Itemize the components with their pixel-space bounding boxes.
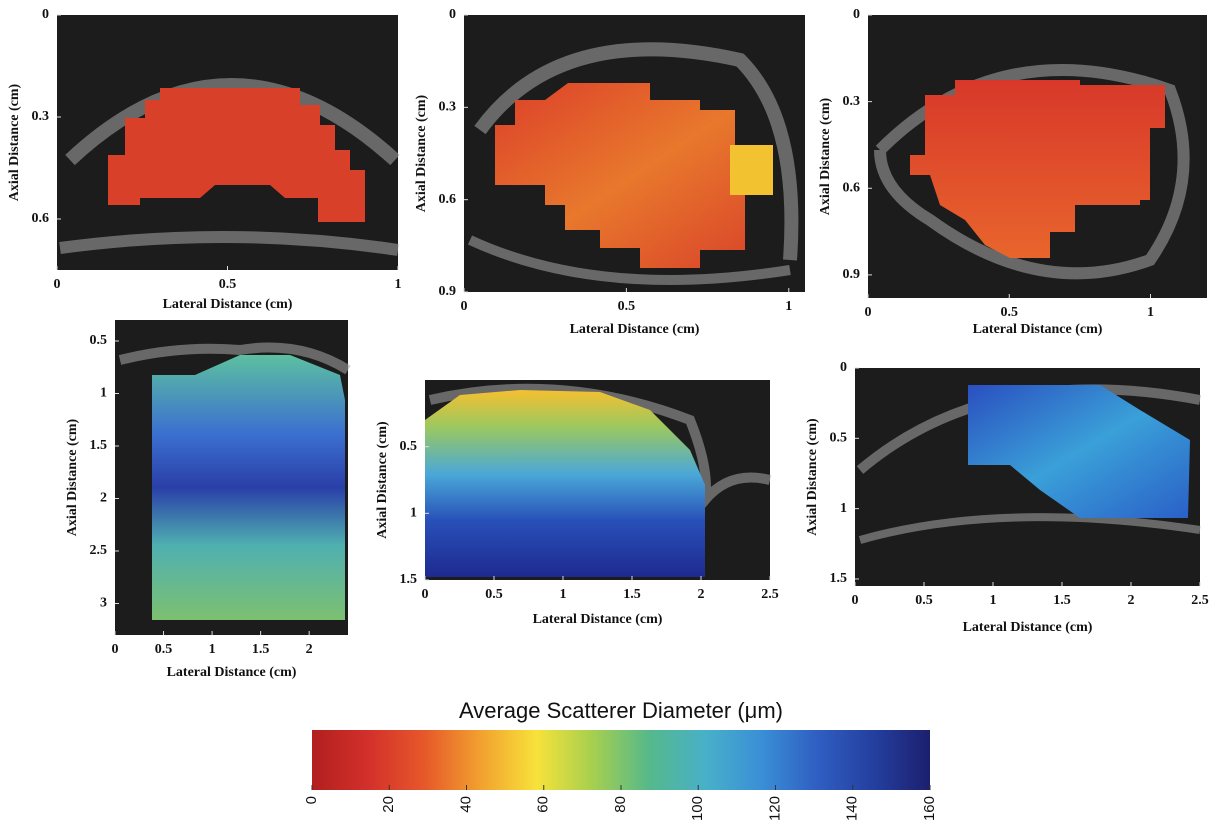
colorbar-tick-label: 20 bbox=[380, 796, 397, 813]
y-tick-label: 0.5 bbox=[90, 333, 108, 348]
colorbar-tick-label: 40 bbox=[457, 796, 474, 813]
x-tick-label: 1 bbox=[209, 642, 216, 657]
y-tick-label: 0.9 bbox=[843, 267, 861, 282]
y-tick-label: 0.5 bbox=[830, 431, 848, 446]
figure: 0 0.5 1 0 0.3 0.6 Lateral Distance (cm) Axial D… bbox=[0, 0, 1209, 827]
x-tick-label: 0 bbox=[865, 305, 872, 320]
x-tick-label: 0 bbox=[54, 277, 61, 292]
y-tick-label: 2.5 bbox=[90, 543, 108, 558]
y-tick-label: 0.6 bbox=[439, 192, 457, 207]
y-tick-label: 1.5 bbox=[830, 571, 848, 586]
colorbar-tick-label: 160 bbox=[921, 796, 938, 821]
x-tick-label: 1 bbox=[395, 277, 402, 292]
colorbar-tick-label: 0 bbox=[303, 796, 320, 804]
y-tick-label: 0 bbox=[853, 7, 860, 22]
y-tick-label: 0.3 bbox=[843, 94, 861, 109]
x-tick-label: 0.5 bbox=[219, 277, 237, 292]
x-axis-label: Lateral Distance (cm) bbox=[973, 322, 1103, 337]
y-tick-label: 0 bbox=[42, 7, 49, 22]
x-tick-label: 2.5 bbox=[761, 587, 779, 602]
x-tick-label: 0 bbox=[422, 587, 429, 602]
x-tick-label: 2 bbox=[1128, 593, 1135, 608]
y-tick-label: 1.5 bbox=[90, 438, 108, 453]
x-tick-label: 0.5 bbox=[485, 587, 503, 602]
y-axis-label: Axial Distance (cm) bbox=[375, 421, 390, 539]
x-tick-label: 1 bbox=[990, 593, 997, 608]
y-axis-label: Axial Distance (cm) bbox=[818, 97, 833, 215]
y-tick-label: 0.6 bbox=[32, 211, 50, 226]
x-tick-label: 1 bbox=[1147, 305, 1154, 320]
y-tick-label: 0.3 bbox=[439, 100, 457, 115]
y-tick-label: 0 bbox=[449, 7, 456, 22]
x-tick-label: 0 bbox=[852, 593, 859, 608]
y-tick-label: 1 bbox=[100, 386, 107, 401]
y-tick-label: 0.9 bbox=[439, 284, 457, 299]
colorbar-tick-label: 80 bbox=[612, 796, 629, 813]
x-tick-label: 1.5 bbox=[623, 587, 641, 602]
x-tick-label: 2 bbox=[306, 642, 313, 657]
y-axis-label: Axial Distance (cm) bbox=[414, 94, 429, 212]
colorbar-tick-label: 100 bbox=[689, 796, 706, 821]
x-tick-label: 1 bbox=[560, 587, 567, 602]
colorbar-tick-label: 140 bbox=[844, 796, 861, 821]
colorbar-title: Average Scatterer Diameter (μm) bbox=[459, 698, 783, 723]
x-tick-label: 0.5 bbox=[915, 593, 933, 608]
x-tick-label: 0.5 bbox=[618, 299, 636, 314]
x-tick-label: 0 bbox=[112, 642, 119, 657]
colorbar-tick-label: 60 bbox=[535, 796, 552, 813]
colorbar-tick-label: 120 bbox=[766, 796, 783, 821]
y-tick-label: 0.3 bbox=[32, 109, 50, 124]
x-axis-label: Lateral Distance (cm) bbox=[167, 665, 297, 680]
y-tick-label: 2 bbox=[100, 491, 107, 506]
y-tick-label: 1 bbox=[410, 506, 417, 521]
x-tick-label: 2 bbox=[698, 587, 705, 602]
colorbar bbox=[312, 730, 930, 790]
y-tick-label: 0 bbox=[840, 360, 847, 375]
x-axis-label: Lateral Distance (cm) bbox=[570, 322, 700, 337]
y-axis-label: Axial Distance (cm) bbox=[65, 418, 80, 536]
x-axis-label: Lateral Distance (cm) bbox=[963, 620, 1093, 635]
x-tick-label: 0 bbox=[461, 299, 468, 314]
x-tick-label: 1 bbox=[785, 299, 792, 314]
y-tick-label: 0.6 bbox=[843, 180, 861, 195]
y-axis-label: Axial Distance (cm) bbox=[805, 418, 820, 536]
y-tick-label: 3 bbox=[100, 596, 107, 611]
x-tick-label: 1.5 bbox=[252, 642, 270, 657]
y-tick-label: 0.5 bbox=[400, 439, 418, 454]
x-tick-label: 0.5 bbox=[1001, 305, 1019, 320]
x-tick-label: 1.5 bbox=[1053, 593, 1071, 608]
x-axis-label: Lateral Distance (cm) bbox=[533, 612, 663, 627]
y-axis-label: Axial Distance (cm) bbox=[7, 83, 22, 201]
x-axis-label: Lateral Distance (cm) bbox=[163, 297, 293, 312]
x-tick-label: 0.5 bbox=[155, 642, 173, 657]
x-tick-label: 2.5 bbox=[1191, 593, 1209, 608]
y-tick-label: 1.5 bbox=[400, 572, 418, 587]
y-tick-label: 1 bbox=[840, 501, 847, 516]
